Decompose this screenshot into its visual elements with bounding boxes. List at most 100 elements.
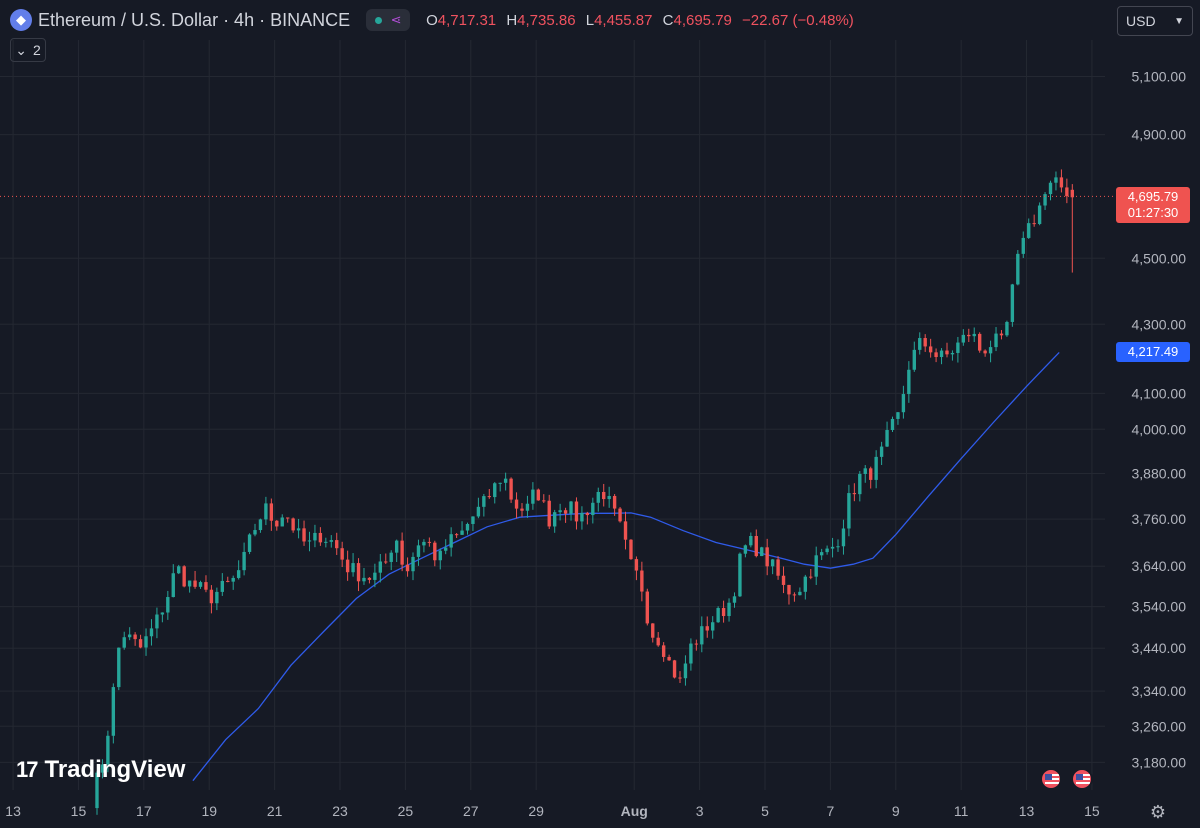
gear-icon[interactable]: ⚙ bbox=[1149, 801, 1167, 822]
candle-body bbox=[629, 539, 633, 560]
x-tick-label: 25 bbox=[398, 803, 414, 819]
candle-body bbox=[231, 577, 235, 582]
symbol-title[interactable]: Ethereum / U.S. Dollar · 4h · BINANCE bbox=[38, 9, 351, 30]
open-value: 4,717.31 bbox=[437, 11, 497, 29]
candle-body bbox=[187, 580, 192, 587]
candle-body bbox=[155, 614, 159, 629]
close-key: C bbox=[662, 11, 674, 29]
candle-body bbox=[765, 547, 769, 567]
candle-body bbox=[177, 566, 181, 574]
candle-body bbox=[1027, 223, 1031, 238]
candle-body bbox=[498, 482, 502, 484]
last-price-tag: 4,695.79 01:27:30 bbox=[1116, 187, 1190, 224]
candle-body bbox=[100, 764, 105, 773]
candle-body bbox=[792, 594, 797, 596]
candle-body bbox=[967, 334, 971, 337]
candle-body bbox=[640, 570, 644, 592]
candle-body bbox=[585, 512, 590, 516]
candle-body bbox=[351, 563, 355, 573]
candle-body bbox=[689, 643, 693, 664]
candle-body bbox=[907, 369, 911, 395]
candle-body bbox=[215, 591, 219, 604]
candle-body bbox=[307, 540, 312, 542]
change-value: −22.67 (−0.48%) bbox=[742, 11, 854, 29]
candle-body bbox=[487, 496, 491, 498]
candle-body bbox=[1010, 284, 1015, 322]
currency-select[interactable]: USD ▼ bbox=[1117, 6, 1193, 36]
indicators-count: 2 bbox=[32, 42, 41, 58]
candle-body bbox=[721, 608, 726, 617]
candle-body bbox=[117, 647, 121, 688]
candle-body bbox=[934, 352, 938, 358]
ethereum-icon: ◆ bbox=[10, 9, 32, 31]
candle-body bbox=[945, 350, 949, 355]
candle-body bbox=[242, 551, 246, 571]
candle-body bbox=[678, 677, 682, 679]
candle-body bbox=[776, 559, 780, 576]
candle-body bbox=[520, 508, 524, 511]
y-tick-label: 4,000.00 bbox=[1132, 421, 1187, 437]
moving-average-layer bbox=[192, 351, 1060, 782]
candle-body bbox=[656, 637, 660, 646]
candle-body bbox=[711, 622, 715, 631]
candle-body bbox=[809, 576, 813, 578]
y-tick-label: 3,640.00 bbox=[1132, 558, 1187, 574]
candle-body bbox=[700, 626, 704, 645]
candle-body bbox=[324, 541, 328, 543]
indicators-toggle[interactable]: ⌄ 2 bbox=[10, 38, 46, 62]
chevron-down-icon: ▼ bbox=[1174, 15, 1184, 27]
market-open-icon bbox=[374, 16, 382, 24]
candle-body bbox=[1065, 187, 1069, 197]
candle-body bbox=[885, 430, 889, 447]
candle-body bbox=[814, 555, 818, 577]
low-key: L bbox=[585, 11, 595, 29]
candle-body bbox=[182, 566, 186, 587]
candle-body bbox=[1032, 223, 1036, 225]
us-flag-event-icon[interactable] bbox=[1040, 768, 1062, 790]
candle-body bbox=[525, 503, 530, 511]
candle-body bbox=[890, 418, 895, 431]
candle-body bbox=[618, 508, 622, 522]
candle-body bbox=[607, 495, 611, 500]
candle-body bbox=[220, 580, 224, 592]
high-value: 4,735.86 bbox=[517, 11, 576, 29]
low-value: 4,455.87 bbox=[594, 11, 653, 29]
candle-body bbox=[296, 528, 301, 531]
candle-body bbox=[1016, 253, 1020, 285]
candle-body bbox=[171, 573, 175, 598]
candle-body bbox=[623, 521, 628, 540]
x-tick-label: 29 bbox=[528, 803, 544, 819]
candle-body bbox=[901, 394, 906, 413]
candle-body bbox=[373, 572, 377, 580]
candle-body bbox=[1005, 321, 1009, 336]
candle-body bbox=[863, 468, 867, 474]
candle-body bbox=[444, 547, 448, 551]
x-tick-label: 13 bbox=[5, 803, 21, 819]
ma-price-tag: 4,217.49 bbox=[1116, 342, 1190, 363]
candle-body bbox=[209, 589, 214, 604]
chart-header: ◆ Ethereum / U.S. Dollar · 4h · BINANCE … bbox=[0, 0, 1100, 40]
candle-body bbox=[928, 346, 933, 353]
candle-body bbox=[819, 552, 824, 556]
candle-body bbox=[394, 540, 399, 553]
candle-body bbox=[738, 553, 742, 597]
candle-body bbox=[503, 478, 508, 483]
candle-body bbox=[558, 510, 562, 513]
status-pill[interactable]: ⋖ bbox=[366, 9, 411, 31]
candle-body bbox=[918, 338, 922, 350]
candle-body bbox=[896, 412, 900, 419]
candle-body bbox=[318, 532, 323, 543]
candle-body bbox=[106, 735, 110, 765]
candle-body bbox=[667, 656, 671, 661]
candle-body bbox=[95, 772, 99, 809]
candle-body bbox=[280, 517, 284, 527]
candle-body bbox=[847, 493, 851, 529]
candle-body bbox=[596, 491, 600, 503]
candle-body bbox=[313, 532, 317, 541]
candle-body bbox=[454, 534, 459, 536]
candle-body bbox=[160, 612, 165, 615]
candle-body bbox=[825, 548, 829, 553]
y-tick-label: 5,100.00 bbox=[1132, 69, 1187, 85]
us-flag-event-icon[interactable] bbox=[1071, 768, 1093, 790]
